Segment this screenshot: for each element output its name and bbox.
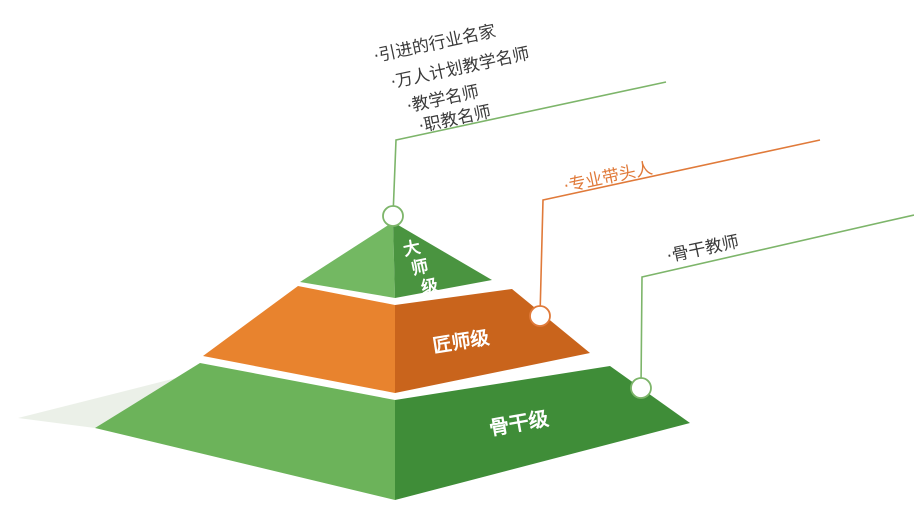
callout-bottom-item: ·骨干教师 [665, 232, 741, 267]
tier-bottom: 骨干级 [95, 363, 690, 500]
tier-bottom-right-face [395, 366, 690, 500]
tier-top-glyph-1: 大 [401, 237, 422, 261]
callout-node-top [382, 205, 404, 227]
callout-line-top [392, 81, 667, 217]
tier-top-glyph-2: 师 [409, 256, 430, 280]
tier-top-right-face [393, 222, 492, 298]
callout-node-bottom [630, 377, 652, 399]
callout-line-bottom [640, 214, 914, 389]
tier-top: 大 师 级 [300, 222, 492, 299]
callout-line-middle [539, 139, 821, 317]
tier-bottom-left-face [95, 363, 395, 500]
callout-middle-item: ·专业带头人 [562, 159, 655, 197]
tier-middle-left-face [203, 286, 395, 393]
tier-top-left-face [300, 222, 395, 298]
tier-top-glyph-3: 级 [419, 275, 440, 299]
callout-top-list: ·引进的行业名家 ·万人计划教学名师 ·教学名师 ·职教名师 [372, 21, 531, 136]
callout-node-middle [529, 305, 551, 327]
